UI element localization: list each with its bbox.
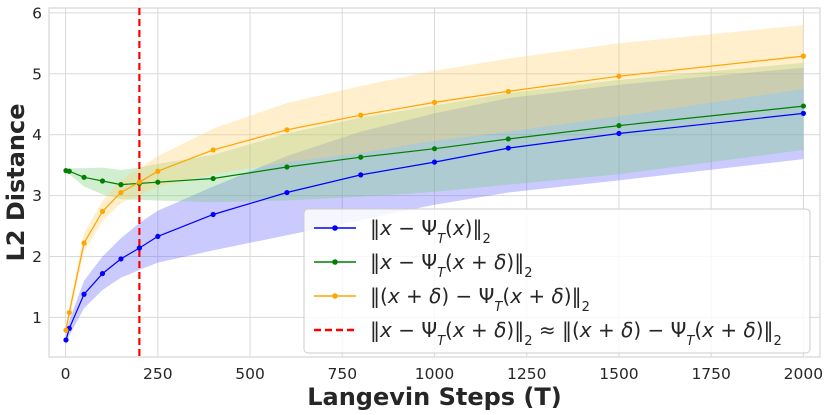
series-2-point <box>800 53 806 59</box>
series-1-point <box>118 182 124 188</box>
series-2-point <box>99 208 106 215</box>
series-0-point <box>81 291 87 297</box>
series-0-band <box>66 67 804 345</box>
legend-label-1: ‖x − ΨT(x + δ)‖2 <box>370 250 533 281</box>
x-tick-label: 2000 <box>784 365 823 383</box>
x-axis-label: Langevin Steps (T) <box>307 383 562 411</box>
y-tick-label: 2 <box>32 248 42 266</box>
series-2-point <box>118 189 124 196</box>
legend-label-3: ‖x − ΨT(x + δ)‖2 ≈ ‖(x + δ) − ΨT(x + δ)‖… <box>370 318 782 349</box>
series-0-point <box>210 211 216 218</box>
series-1-point <box>616 122 622 129</box>
series-0-point <box>616 130 622 137</box>
series-0-point <box>155 233 161 240</box>
y-tick-label: 6 <box>32 4 42 22</box>
y-tick-label: 5 <box>32 65 42 83</box>
legend-label-2: ‖(x + δ) − ΨT(x + δ)‖2 <box>370 284 590 315</box>
confidence-bands <box>66 25 804 345</box>
series-2-point <box>81 240 87 246</box>
series-1-point <box>800 103 806 109</box>
x-tick-label: 500 <box>235 365 265 383</box>
y-tick-label: 3 <box>32 187 42 205</box>
x-tick-label: 250 <box>143 365 173 383</box>
y-axis-ticks: 1 2 3 4 5 6 <box>32 4 42 327</box>
series-1-point <box>81 174 87 180</box>
y-axis-label: L2 Distance <box>2 103 30 261</box>
x-tick-label: 1250 <box>507 365 546 383</box>
x-tick-label: 1750 <box>691 365 730 383</box>
series-1-band <box>66 62 804 203</box>
x-tick-label: 1000 <box>415 365 454 383</box>
series-2-point <box>66 309 72 316</box>
series-0-point <box>63 337 69 343</box>
y-tick-label: 4 <box>32 126 42 144</box>
series-2-point <box>284 127 290 133</box>
series-0-point <box>800 110 806 116</box>
legend-marker-1 <box>332 259 338 265</box>
legend-box <box>303 208 811 354</box>
series-2-point <box>431 99 438 106</box>
series-2-point <box>616 73 622 79</box>
series-2-point <box>505 88 511 95</box>
series-2-point <box>358 112 364 118</box>
series-0-point <box>431 159 438 165</box>
series-0-point <box>358 172 364 178</box>
x-axis-ticks: 0 250 500 750 1000 1250 1500 1750 2000 <box>61 365 823 383</box>
x-tick-label: 0 <box>61 365 71 383</box>
series-1-point <box>99 178 106 184</box>
series-0-point <box>99 270 106 277</box>
legend-marker-0 <box>332 225 338 231</box>
series-2-point <box>210 147 216 153</box>
legend-marker-2 <box>332 293 338 299</box>
series-1-point <box>358 154 364 160</box>
x-tick-label: 750 <box>327 365 357 383</box>
series-2-point <box>155 168 161 174</box>
legend: ‖x − ΨT(x)‖2‖x − ΨT(x + δ)‖2‖(x + δ) − Ψ… <box>303 208 811 354</box>
series-0-point <box>118 256 124 262</box>
series-0-point <box>136 245 142 251</box>
series-2-band <box>66 25 804 335</box>
series-0-line <box>65 112 804 341</box>
series-1-point <box>505 136 511 142</box>
series-0-point <box>505 145 511 151</box>
series-2-point <box>136 179 142 185</box>
series-lines <box>63 53 806 343</box>
x-tick-label: 1500 <box>599 365 638 383</box>
series-2-point <box>63 327 69 333</box>
series-1-point <box>210 175 216 182</box>
series-1-point <box>284 164 290 170</box>
series-1-line <box>65 105 804 186</box>
series-0-point <box>284 189 290 196</box>
legend-label-0: ‖x − ΨT(x)‖2 <box>370 216 491 247</box>
series-1-point <box>431 146 438 152</box>
y-tick-label: 1 <box>32 309 42 327</box>
series-2-line <box>65 55 804 331</box>
series-1-point <box>155 179 161 185</box>
series-1-point <box>66 168 72 174</box>
